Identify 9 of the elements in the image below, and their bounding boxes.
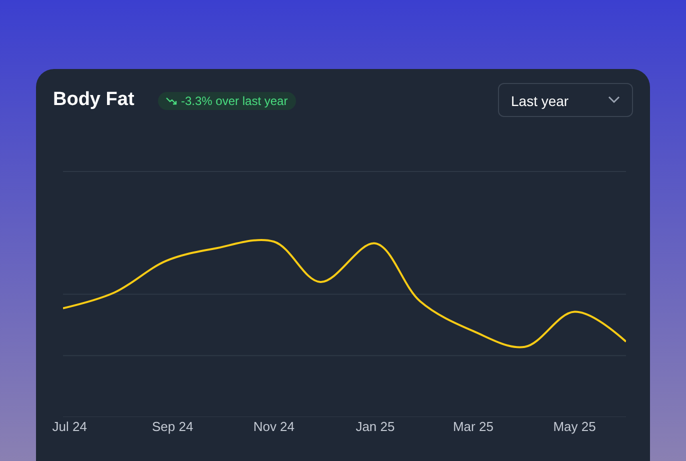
text: Last year xyxy=(511,93,569,109)
x-tick-label: Nov 24 xyxy=(253,419,295,434)
chart-title: Body Fat xyxy=(53,89,134,111)
x-tick-label: Mar 25 xyxy=(452,419,494,434)
x-tick-label: Jul 24 xyxy=(52,419,87,434)
chart-subtitle: -3.3% over last year xyxy=(181,93,288,110)
x-tick-label: Jan 25 xyxy=(356,419,395,434)
x-tick-label: Sep 24 xyxy=(152,419,194,434)
x-tick-label: May 25 xyxy=(553,419,596,434)
